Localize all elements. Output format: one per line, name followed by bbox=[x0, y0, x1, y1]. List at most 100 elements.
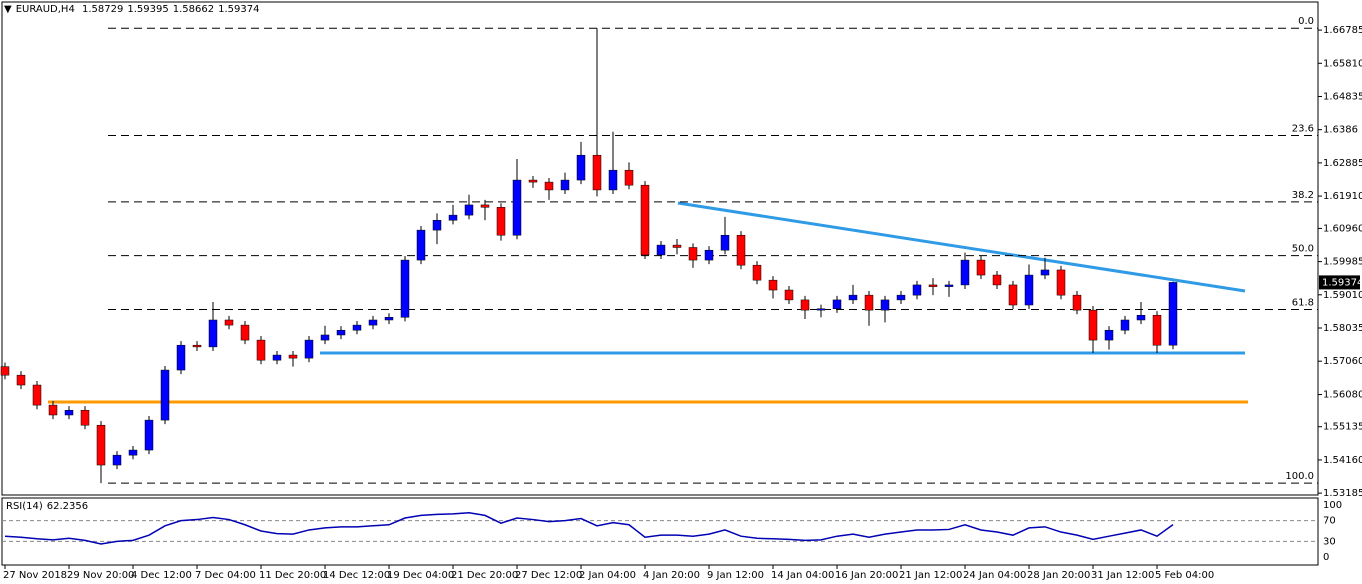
y-tick-label: 1.55135 bbox=[1323, 422, 1362, 433]
rsi-line bbox=[4, 512, 1174, 545]
candle-body bbox=[320, 334, 330, 341]
candle-body bbox=[624, 169, 634, 186]
candle-body bbox=[224, 319, 234, 326]
plot-layer: 1.66785 1.65810 1.64835 1.6386 1.62885 1.6191… bbox=[0, 16, 1362, 581]
candle-body bbox=[1056, 269, 1066, 296]
candle-body bbox=[384, 317, 394, 321]
candle-body bbox=[128, 449, 138, 456]
candle-body bbox=[48, 404, 58, 416]
rsi-tick-label: 30 bbox=[1323, 536, 1336, 547]
y-tick-label: 1.58035 bbox=[1323, 323, 1362, 334]
candle-body bbox=[480, 204, 490, 208]
fib-label: 0.0 bbox=[1298, 16, 1314, 27]
rsi-value: 62.2356 bbox=[46, 501, 89, 512]
candle-body bbox=[496, 207, 506, 236]
candle-body bbox=[1152, 314, 1162, 346]
y-tick-label: 1.57060 bbox=[1323, 356, 1362, 367]
candle-body bbox=[0, 366, 10, 376]
x-tick-label: 4 Dec 12:00 bbox=[131, 570, 192, 581]
x-tick-label: 9 Jan 12:00 bbox=[707, 570, 764, 581]
rsi-header: RSI(14) 62.2356 bbox=[6, 501, 92, 512]
candle-body bbox=[144, 419, 154, 451]
y-tick-label: 1.62885 bbox=[1323, 158, 1362, 169]
candle-body bbox=[1168, 282, 1178, 346]
fib-label: 61.8 bbox=[1292, 297, 1314, 308]
y-tick-label: 1.61910 bbox=[1323, 191, 1362, 202]
candle-body bbox=[528, 179, 538, 183]
candle-body bbox=[80, 409, 90, 426]
x-tick-label: 5 Feb 04:00 bbox=[1155, 570, 1214, 581]
candle-body bbox=[784, 289, 794, 301]
ohlc-open: 1.58729 bbox=[82, 4, 124, 15]
candle-body bbox=[832, 299, 842, 310]
x-tick-label: 28 Jan 20:00 bbox=[1027, 570, 1090, 581]
candle-body bbox=[1104, 329, 1114, 341]
candle-body bbox=[512, 179, 522, 236]
fib-label: 38.2 bbox=[1292, 190, 1314, 201]
candle-body bbox=[544, 181, 554, 191]
candle-body bbox=[464, 204, 474, 216]
x-tick-label: 24 Jan 04:00 bbox=[963, 570, 1026, 581]
symbol: EURAUD,H4 bbox=[15, 4, 75, 15]
candle-body bbox=[800, 299, 810, 311]
candle-body bbox=[944, 284, 954, 287]
x-tick-label: 2 Jan 04:00 bbox=[579, 570, 636, 581]
y-tick-label: 1.66785 bbox=[1323, 25, 1362, 36]
x-tick-label: 14 Jan 04:00 bbox=[771, 570, 834, 581]
x-tick-label: 14 Dec 12:00 bbox=[323, 570, 390, 581]
x-tick-label: 16 Jan 20:00 bbox=[835, 570, 898, 581]
candle-body bbox=[16, 374, 26, 386]
x-tick-label: 19 Dec 04:00 bbox=[387, 570, 454, 581]
candle-body bbox=[304, 339, 314, 359]
candle-body bbox=[272, 354, 282, 361]
candle-body bbox=[1072, 294, 1082, 311]
candle-body bbox=[768, 279, 778, 291]
rsi-tick-label: 0 bbox=[1323, 552, 1329, 563]
candle-body bbox=[176, 344, 186, 371]
fib-label: 50.0 bbox=[1292, 244, 1314, 255]
trendline bbox=[677, 201, 1246, 293]
candle-body bbox=[576, 154, 586, 181]
candle-body bbox=[336, 329, 346, 336]
y-tick-label: 1.53185 bbox=[1323, 488, 1362, 499]
candle-body bbox=[288, 354, 298, 359]
ohlc-close: 1.59374 bbox=[218, 4, 260, 15]
ohlc-low: 1.58662 bbox=[172, 4, 215, 15]
candle-body bbox=[1136, 314, 1146, 321]
rsi-name: RSI(14) bbox=[6, 501, 43, 512]
candle-body bbox=[960, 259, 970, 286]
candle-body bbox=[32, 384, 42, 406]
candle-body bbox=[912, 284, 922, 296]
candle-body bbox=[1024, 274, 1034, 306]
rsi-tick-label: 100 bbox=[1323, 500, 1342, 511]
candle-body bbox=[656, 244, 666, 256]
y-tick-label: 1.64835 bbox=[1323, 91, 1362, 102]
candle-body bbox=[752, 264, 762, 281]
x-tick-label: 4 Jan 20:00 bbox=[643, 570, 700, 581]
candle-body bbox=[96, 424, 106, 466]
candle-body bbox=[992, 274, 1002, 286]
candle-body bbox=[1008, 284, 1018, 306]
candle-body bbox=[1040, 269, 1050, 276]
main-frame bbox=[1, 1, 1319, 496]
candle-body bbox=[256, 339, 266, 361]
candle-body bbox=[560, 179, 570, 191]
candle-body bbox=[192, 344, 202, 348]
price-marker bbox=[1319, 275, 1360, 290]
candle-body bbox=[848, 294, 858, 301]
candle-body bbox=[416, 229, 426, 261]
x-tick-label: 7 Dec 04:00 bbox=[195, 570, 256, 581]
candle-body bbox=[208, 319, 218, 348]
candle-body bbox=[608, 169, 618, 191]
rsi-tick-label: 70 bbox=[1323, 516, 1336, 527]
candle-body bbox=[736, 234, 746, 266]
y-tick-label: 1.59010 bbox=[1323, 290, 1362, 301]
fib-label: 100.0 bbox=[1285, 471, 1314, 482]
x-tick-label: 27 Dec 12:00 bbox=[515, 570, 582, 581]
candle-body bbox=[368, 319, 378, 326]
candle-body bbox=[1088, 309, 1098, 341]
x-tick-label: 29 Nov 20:00 bbox=[67, 570, 134, 581]
candle-body bbox=[400, 259, 410, 318]
candle-body bbox=[880, 299, 890, 311]
